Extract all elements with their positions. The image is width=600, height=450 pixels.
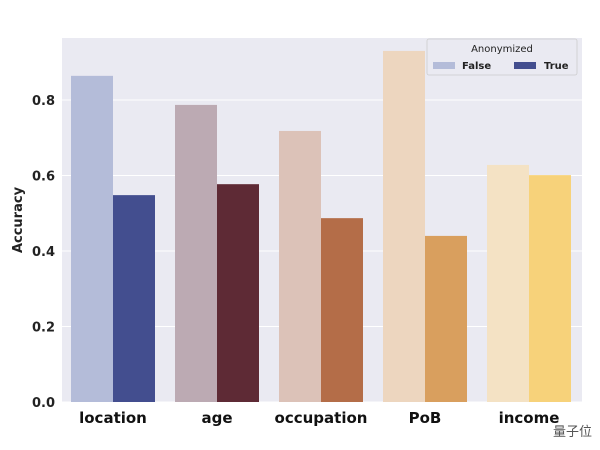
bar-occupation-false bbox=[279, 130, 321, 402]
x-tick-label: PoB bbox=[409, 409, 442, 427]
y-tick-label: 0.4 bbox=[32, 245, 55, 260]
y-axis-label: Accuracy bbox=[11, 186, 26, 253]
bar-income-true bbox=[529, 175, 571, 402]
watermark: 量子位 bbox=[552, 425, 592, 440]
bar-PoB-true bbox=[425, 235, 467, 402]
legend-swatch-false bbox=[433, 62, 455, 69]
bar-PoB-false bbox=[383, 50, 425, 403]
y-tick-label: 0.2 bbox=[32, 321, 55, 336]
x-tick-label: location bbox=[79, 409, 147, 427]
bar-age-true bbox=[217, 184, 259, 402]
y-tick-label: 0.6 bbox=[32, 170, 55, 185]
legend-label-true: True bbox=[544, 61, 569, 72]
y-tick-label: 0.8 bbox=[32, 94, 55, 109]
legend: Anonymized False True bbox=[426, 38, 578, 76]
bar-income-false bbox=[487, 164, 529, 402]
bar-age-false bbox=[175, 104, 217, 402]
x-tick-label: occupation bbox=[275, 409, 368, 427]
legend-title: Anonymized bbox=[471, 44, 533, 55]
legend-label-false: False bbox=[462, 61, 491, 72]
bar-location-true bbox=[113, 195, 155, 402]
bar-location-false bbox=[71, 75, 113, 402]
legend-swatch-true bbox=[514, 62, 536, 69]
y-tick-label: 0.0 bbox=[32, 396, 55, 411]
bar-occupation-true bbox=[321, 218, 363, 402]
x-tick-label: income bbox=[499, 409, 560, 427]
x-tick-label: age bbox=[201, 409, 232, 427]
